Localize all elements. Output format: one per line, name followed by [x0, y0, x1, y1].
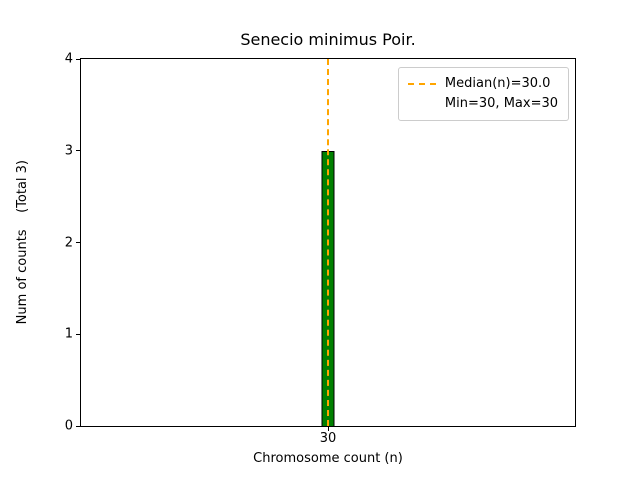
legend-label-minmax: Min=30, Max=30 [444, 96, 558, 111]
y-tick-mark [76, 242, 80, 243]
y-tick-label: 3 [64, 143, 73, 159]
y-axis-label: Num of counts (Total 3) [8, 58, 36, 427]
y-tick-label: 2 [64, 235, 73, 250]
x-axis-label: Chromosome count (n) [253, 451, 403, 466]
y-tick-mark [76, 150, 80, 152]
y-tick-mark [76, 333, 80, 335]
y-tick-mark [76, 425, 80, 427]
legend: Median(n)=30.0 Min=30, Max=30 [397, 67, 569, 121]
y-tick-label: 0 [64, 418, 73, 434]
x-tick-label: 30 [319, 431, 337, 446]
y-tick-label: 1 [64, 326, 73, 342]
median-line [327, 59, 329, 426]
y-tick-mark [76, 58, 80, 60]
median-dashed-line-swatch [407, 83, 436, 85]
y-axis-label-text: Num of counts (Total 3) [14, 160, 30, 325]
axes: Median(n)=30.0 Min=30, Max=30 0 1 2 3 4 30 [65, 52, 576, 446]
chart-title: Senecio minimus Poir. [240, 30, 416, 49]
legend-entry-minmax: Min=30, Max=30 [408, 94, 558, 114]
legend-label-median: Median(n)=30.0 [444, 76, 551, 91]
y-tick-label: 4 [64, 51, 73, 67]
x-tick-mark [327, 427, 329, 431]
legend-entry-median: Median(n)=30.0 [407, 74, 558, 94]
